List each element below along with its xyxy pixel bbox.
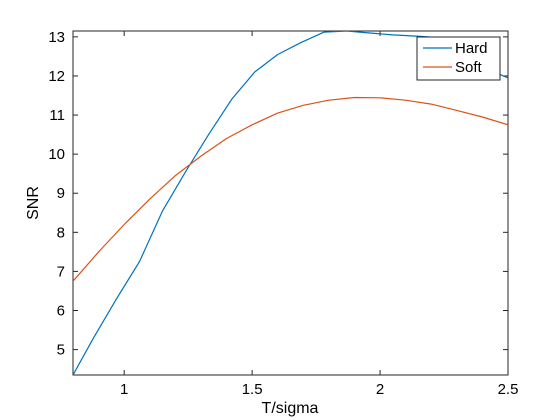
y-axis-label: SNR	[25, 186, 42, 220]
x-tick-label: 1.5	[242, 381, 263, 398]
x-tick-label: 2	[376, 381, 384, 398]
legend: Hard Soft	[416, 36, 501, 81]
x-tick-label: 2.5	[498, 381, 519, 398]
y-tick-label: 10	[48, 146, 65, 163]
y-tick-label: 7	[57, 263, 65, 280]
series-line-soft	[73, 96, 508, 282]
y-tick-label: 6	[57, 303, 65, 320]
legend-label-soft: Soft	[455, 59, 483, 76]
x-axis-label: T/sigma	[262, 400, 319, 417]
y-tick-label: 12	[48, 68, 65, 85]
y-tick-label: 11	[49, 107, 65, 124]
y-tick-label: 5	[57, 342, 65, 359]
y-axis-ticks: 5 6 7 8 9 10 11 12 13	[48, 29, 508, 359]
legend-box	[416, 36, 501, 81]
y-tick-label: 13	[48, 29, 65, 46]
plot-area	[72, 30, 509, 376]
y-tick-label: 8	[57, 224, 65, 241]
x-axis-ticks: 1 1.5 2 2.5	[120, 31, 518, 398]
y-tick-label: 9	[57, 185, 65, 202]
legend-label-hard: Hard	[455, 40, 488, 57]
x-tick-label: 1	[120, 381, 128, 398]
